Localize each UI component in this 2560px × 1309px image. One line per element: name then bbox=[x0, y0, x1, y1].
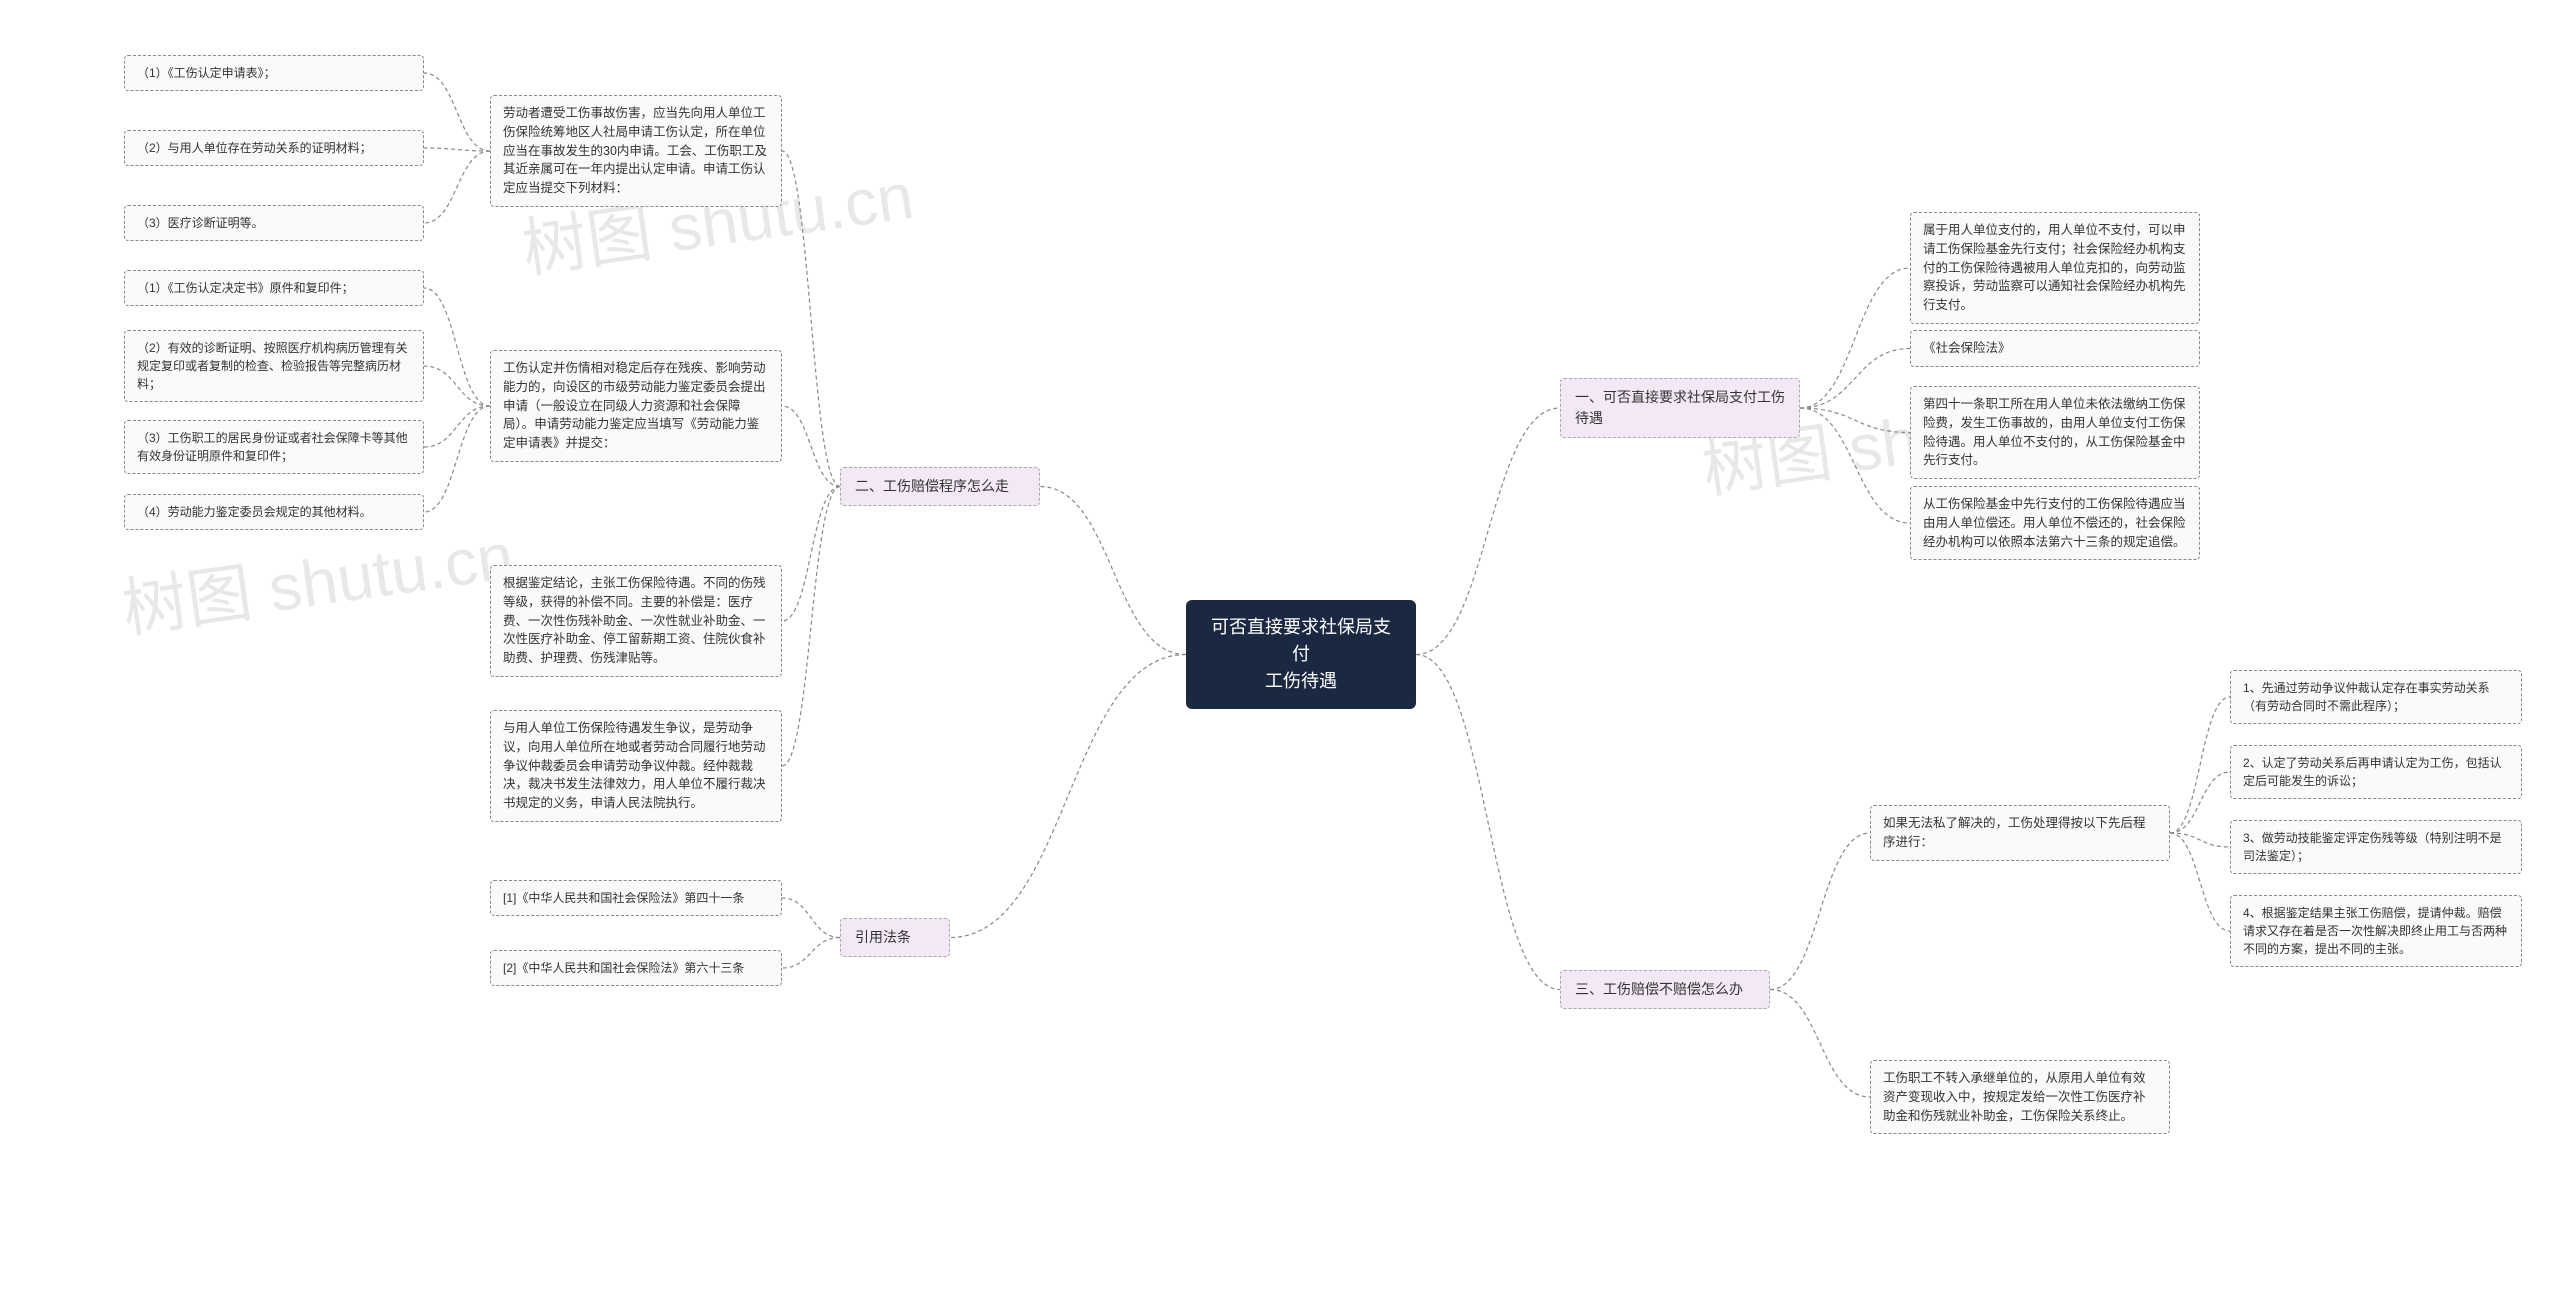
cat-l2: 引用法条 bbox=[840, 918, 950, 957]
central-topic: 可否直接要求社保局支付 工伤待遇 bbox=[1186, 600, 1416, 709]
node-l1a3: （3）医疗诊断证明等。 bbox=[124, 205, 424, 241]
node-l1b4: （4）劳动能力鉴定委员会规定的其他材料。 bbox=[124, 494, 424, 530]
cat-r2: 三、工伤赔偿不赔偿怎么办 bbox=[1560, 970, 1770, 1009]
node-l2a: [1]《中华人民共和国社会保险法》第四十一条 bbox=[490, 880, 782, 916]
node-l1c: 根据鉴定结论，主张工伤保险待遇。不同的伤残等级，获得的补偿不同。主要的补偿是：医… bbox=[490, 565, 782, 677]
node-l1a2: （2）与用人单位存在劳动关系的证明材料； bbox=[124, 130, 424, 166]
node-l1b1: （1）《工伤认定决定书》原件和复印件； bbox=[124, 270, 424, 306]
node-l1a: 劳动者遭受工伤事故伤害，应当先向用人单位工伤保险统筹地区人社局申请工伤认定，所在… bbox=[490, 95, 782, 207]
cat-l1: 二、工伤赔偿程序怎么走 bbox=[840, 467, 1040, 506]
mindmap-canvas: 树图 shutu.cn 树图 shutu.cn 树图 shutu.cn 可否直接… bbox=[0, 0, 2560, 1309]
node-r1a: 属于用人单位支付的，用人单位不支付，可以申请工伤保险基金先行支付；社会保险经办机… bbox=[1910, 212, 2200, 324]
node-l1b3: （3）工伤职工的居民身份证或者社会保障卡等其他有效身份证明原件和复印件； bbox=[124, 420, 424, 474]
node-r2a: 如果无法私了解决的，工伤处理得按以下先后程序进行： bbox=[1870, 805, 2170, 861]
node-r1c: 第四十一条职工所在用人单位未依法缴纳工伤保险费，发生工伤事故的，由用人单位支付工… bbox=[1910, 386, 2200, 479]
node-r2a4: 4、根据鉴定结果主张工伤赔偿，提请仲裁。赔偿请求又存在着是否一次性解决即终止用工… bbox=[2230, 895, 2522, 967]
node-r2b: 工伤职工不转入承继单位的，从原用人单位有效资产变现收入中，按规定发给一次性工伤医… bbox=[1870, 1060, 2170, 1134]
node-r2a1: 1、先通过劳动争议仲裁认定存在事实劳动关系（有劳动合同时不需此程序）； bbox=[2230, 670, 2522, 724]
node-l1d: 与用人单位工伤保险待遇发生争议，是劳动争议，向用人单位所在地或者劳动合同履行地劳… bbox=[490, 710, 782, 822]
node-l2b: [2]《中华人民共和国社会保险法》第六十三条 bbox=[490, 950, 782, 986]
cat-r1: 一、可否直接要求社保局支付工伤 待遇 bbox=[1560, 378, 1800, 438]
node-r1d: 从工伤保险基金中先行支付的工伤保险待遇应当由用人单位偿还。用人单位不偿还的，社会… bbox=[1910, 486, 2200, 560]
node-l1b2: （2）有效的诊断证明、按照医疗机构病历管理有关规定复印或者复制的检查、检验报告等… bbox=[124, 330, 424, 402]
node-l1b: 工伤认定并伤情相对稳定后存在残疾、影响劳动能力的，向设区的市级劳动能力鉴定委员会… bbox=[490, 350, 782, 462]
node-r1b: 《社会保险法》 bbox=[1910, 330, 2200, 367]
node-r2a2: 2、认定了劳动关系后再申请认定为工伤，包括认定后可能发生的诉讼； bbox=[2230, 745, 2522, 799]
node-l1a1: （1）《工伤认定申请表》； bbox=[124, 55, 424, 91]
node-r2a3: 3、做劳动技能鉴定评定伤残等级（特别注明不是司法鉴定）； bbox=[2230, 820, 2522, 874]
